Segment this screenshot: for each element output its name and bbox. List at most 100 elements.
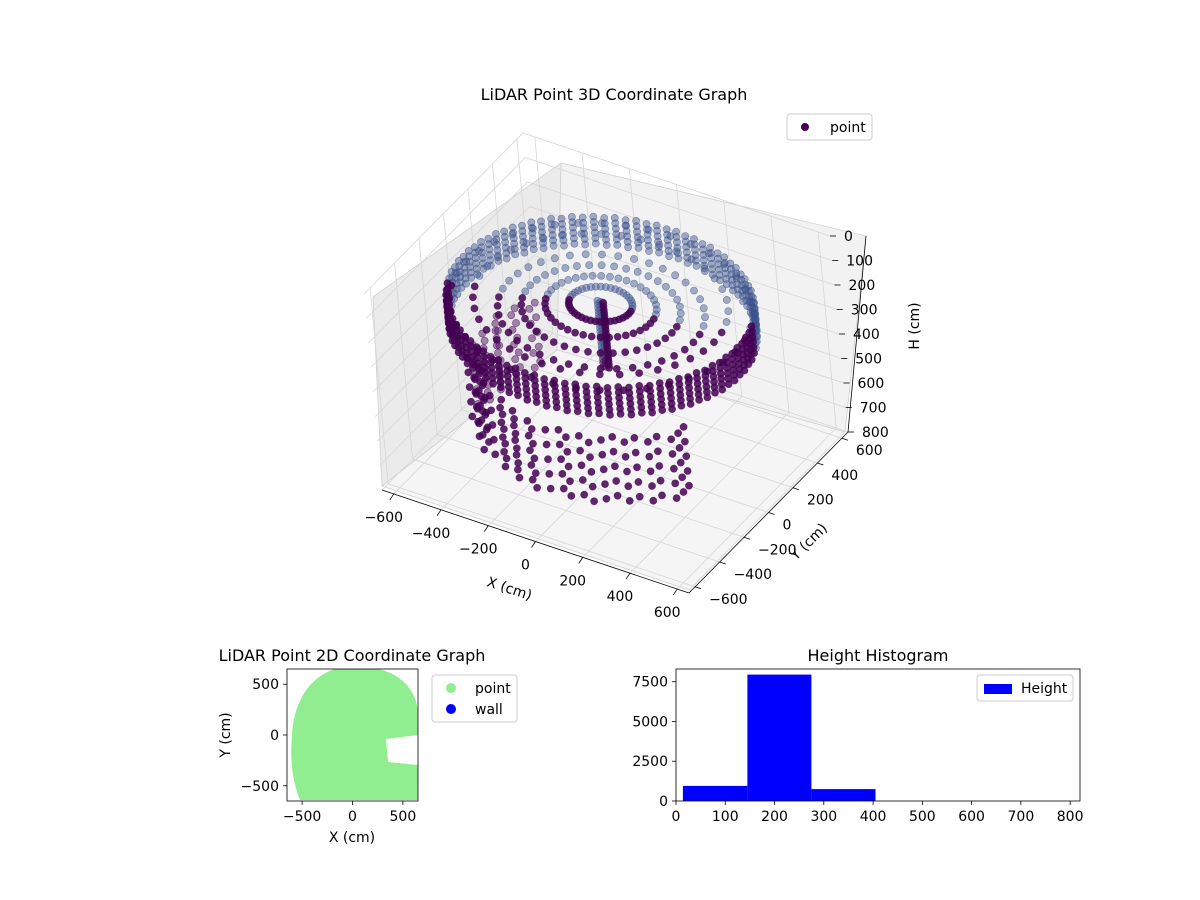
data-point-3d	[512, 450, 521, 459]
data-point-3d	[521, 353, 529, 361]
data-point-3d	[498, 284, 507, 293]
data-point-3d	[501, 439, 510, 448]
data-point-3d	[520, 248, 529, 257]
data-point-3d	[491, 326, 500, 335]
data-point-3d	[587, 332, 596, 341]
data-point-3d	[668, 450, 677, 458]
data-point-3d	[597, 219, 606, 228]
legend-marker-point-2d	[446, 683, 456, 693]
data-point-3d	[502, 254, 511, 263]
data-point-3d	[532, 313, 540, 322]
data-point-3d	[504, 328, 513, 337]
data-point-3d	[571, 288, 579, 297]
data-point-3d	[648, 482, 656, 490]
data-point-3d	[701, 313, 709, 322]
data-point-3d	[657, 357, 666, 365]
data-point-3d	[470, 304, 479, 313]
data-point-3d	[695, 330, 704, 339]
data-point-3d	[633, 267, 642, 276]
data-point-3d	[493, 253, 502, 262]
data-point-3d	[646, 467, 655, 476]
x-tick-label-3d: 200	[559, 573, 586, 589]
data-point-3d	[562, 433, 570, 441]
x-tick-3d	[578, 557, 584, 564]
data-point-3d	[580, 490, 589, 499]
data-point-3d	[588, 271, 597, 280]
data-point-3d	[491, 319, 500, 328]
data-point-3d	[668, 405, 676, 413]
y-tick-3d	[792, 487, 800, 491]
data-point-3d	[528, 475, 537, 484]
data-point-3d	[510, 421, 518, 430]
histogram-bar	[811, 789, 876, 801]
data-point-3d	[497, 418, 506, 427]
data-point-3d	[557, 322, 565, 331]
data-point-3d	[468, 412, 477, 421]
legend-3d: point	[786, 113, 873, 141]
data-point-3d	[560, 342, 569, 351]
x-tick-label-hist: 400	[860, 809, 887, 825]
y-tick-label-3d: 0	[783, 518, 792, 534]
data-point-3d	[577, 461, 586, 470]
x-tick-3d	[436, 509, 442, 517]
z-tick-label-3d: 500	[855, 352, 882, 368]
data-point-3d	[605, 363, 614, 372]
data-point-3d	[579, 330, 588, 339]
data-point-3d	[681, 437, 689, 446]
data-point-3d	[655, 462, 664, 470]
data-point-3d	[488, 421, 497, 429]
data-point-3d	[666, 232, 675, 240]
data-point-3d	[529, 439, 537, 448]
x-tick-label-3d: 600	[654, 605, 681, 621]
y-tick-label-3d: 200	[807, 493, 834, 509]
data-point-3d	[476, 401, 484, 410]
x-tick-label-hist: 500	[909, 809, 936, 825]
chart-histogram: Height Histogram 0 100 200 300 400 500 600 700 8…	[632, 646, 1083, 825]
data-point-3d	[507, 311, 516, 320]
data-point-3d	[557, 455, 565, 464]
data-point-3d	[687, 255, 696, 264]
data-point-3d	[510, 414, 518, 423]
data-point-3d	[729, 286, 737, 295]
data-point-3d	[557, 278, 566, 287]
x-axis-label-2d: X (cm)	[329, 830, 375, 846]
data-point-3d	[652, 432, 661, 441]
chart-2d: LiDAR Point 2D Coordinate Graph −500 0 500…	[218, 646, 518, 846]
data-point-3d	[690, 286, 698, 295]
data-point-3d	[529, 224, 537, 233]
data-point-3d	[595, 370, 604, 379]
data-point-3d	[699, 322, 708, 330]
data-point-3d	[528, 334, 536, 343]
ticks-3d: −600 −400 −200 0 200 400 600 −600 −400 −200 0 200 40…	[365, 229, 889, 621]
data-point-3d	[630, 433, 639, 442]
data-point-3d	[567, 491, 576, 500]
data-point-3d	[501, 462, 510, 471]
data-point-3d	[699, 347, 708, 355]
data-point-3d	[597, 271, 606, 280]
data-point-3d	[620, 438, 629, 446]
data-point-3d	[523, 343, 532, 352]
data-point-3d	[531, 469, 540, 477]
data-point-3d	[634, 478, 643, 486]
data-point-3d	[674, 429, 682, 438]
data-point-3d	[625, 496, 634, 505]
data-point-3d	[599, 465, 608, 474]
data-point-3d	[575, 368, 584, 377]
data-point-3d	[566, 477, 574, 486]
data-point-3d	[541, 425, 550, 434]
data-point-3d	[493, 326, 502, 335]
z-tick-label-3d: 300	[851, 303, 878, 319]
data-point-3d	[722, 318, 731, 326]
y-tick-3d	[719, 561, 726, 565]
data-point-3d	[522, 239, 531, 248]
data-point-3d	[477, 416, 486, 425]
data-point-3d	[683, 467, 692, 475]
data-point-3d	[573, 262, 581, 270]
plot-area-2d	[291, 669, 418, 800]
x-tick-label-3d: −600	[365, 510, 403, 526]
data-point-3d	[508, 406, 517, 415]
y-tick-label-hist: 5000	[632, 714, 668, 730]
data-point-3d	[570, 239, 579, 248]
data-point-3d	[699, 304, 708, 313]
data-point-3d	[597, 261, 606, 270]
